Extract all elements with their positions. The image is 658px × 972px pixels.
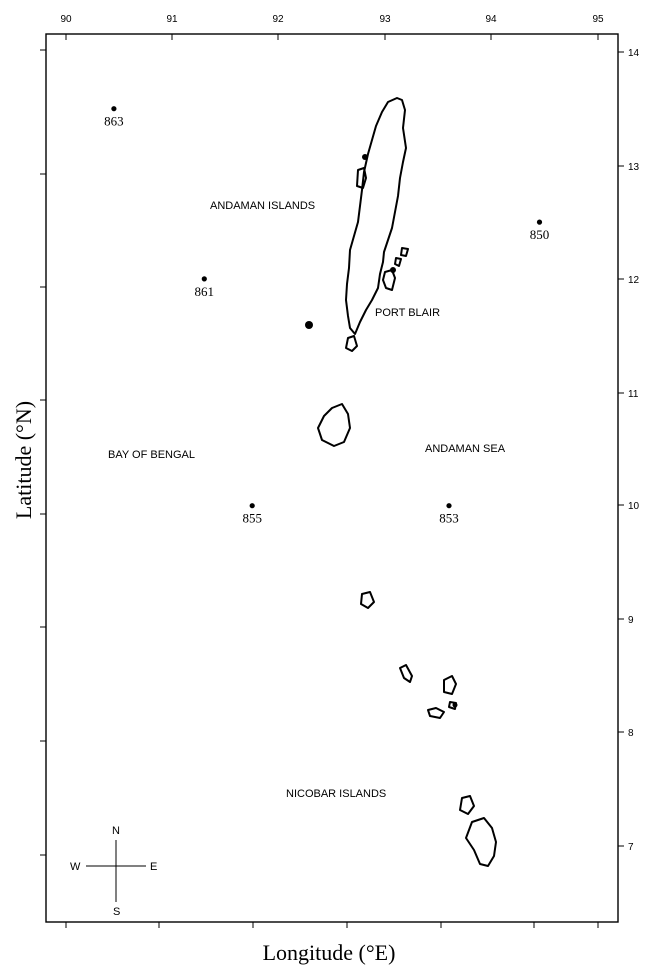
right-axis: 14 13 12 11 10 9 8 7 [618,48,640,853]
interview-islet [356,167,367,189]
label-port-blair: PORT BLAIR [375,307,440,319]
north-sentinel-island [305,321,313,329]
x-axis-title: Longitude (°E) [262,940,396,965]
place-labels: ANDAMAN ISLANDS PORT BLAIR BAY OF BENGAL… [108,200,506,800]
port-blair-islet [390,267,396,273]
map-frame [45,33,619,923]
label-andaman-islands: ANDAMAN ISLANDS [210,200,315,212]
station-marker-855 [249,503,255,509]
compass-s: S [113,906,120,918]
compass-e: E [150,861,157,873]
rutland-island [345,335,358,352]
station-label-861: 861 [195,284,215,299]
great-nicobar-island [465,817,497,867]
top-axis: 90 91 92 93 94 95 [60,14,604,40]
compass-n: N [112,825,120,837]
top-tick-label-93: 93 [379,14,391,25]
ritchie-archipelago-island [382,269,396,291]
station-layer: 863 861 850 855 853 [104,106,549,526]
right-tick-label-12: 12 [628,275,640,286]
top-tick-label-90: 90 [60,14,72,25]
right-tick-label-8: 8 [628,728,634,739]
station-label-855: 855 [242,511,262,526]
y-axis-title: Latitude (°N) [11,400,36,520]
right-tick-label-14: 14 [628,48,640,59]
teressa-island [399,664,413,683]
nicobar-islet [452,702,458,708]
islet-near-port-blair [394,257,402,267]
katchal-island [427,707,445,719]
compass-w: W [70,861,81,873]
havelock-island-small [400,247,409,257]
great-andaman-island [345,97,407,335]
station-label-853: 853 [439,511,459,526]
station-marker-863 [111,106,117,112]
compass-rose: N S W E [70,825,157,918]
top-tick-label-92: 92 [272,14,284,25]
top-tick-label-94: 94 [485,14,497,25]
label-bay-of-bengal: BAY OF BENGAL [108,449,195,461]
station-label-850: 850 [530,227,550,242]
little-nicobar-island [459,795,475,815]
right-tick-label-10: 10 [628,501,640,512]
kamorta-island [443,675,457,695]
top-tick-label-95: 95 [592,14,604,25]
station-marker-850 [536,219,543,225]
right-tick-label-11: 11 [628,389,639,400]
little-andaman-island [317,403,351,447]
bottom-axis [65,922,599,928]
label-nicobar-islands: NICOBAR ISLANDS [286,788,386,800]
right-tick-label-7: 7 [628,842,634,853]
island-group [317,97,497,867]
label-andaman-sea: ANDAMAN SEA [425,443,506,455]
left-axis [40,49,46,856]
car-nicobar-island [360,591,375,609]
station-marker-861 [201,276,207,282]
nancowry-island [448,701,457,710]
station-marker-853 [446,503,452,509]
narcondam-islet [362,154,368,160]
black-islets [305,154,458,708]
station-label-863: 863 [104,114,124,129]
top-tick-label-91: 91 [166,14,178,25]
right-tick-label-13: 13 [628,162,640,173]
right-tick-label-9: 9 [628,615,634,626]
